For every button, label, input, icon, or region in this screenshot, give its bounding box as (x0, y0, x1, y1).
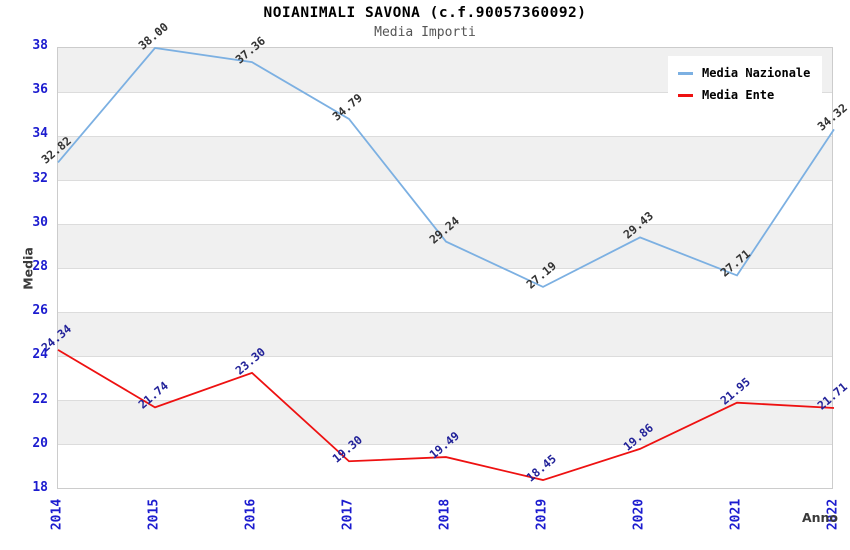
grid-band (58, 444, 832, 488)
grid-band (58, 136, 832, 180)
grid-band (58, 180, 832, 224)
x-tick-label: 2020 (631, 498, 647, 531)
grid-band (58, 268, 832, 312)
grid-band (58, 224, 832, 268)
y-tick-label: 28 (32, 259, 48, 274)
legend: Media Nazionale Media Ente (668, 56, 823, 112)
chart-subtitle: Media Importi (374, 25, 476, 40)
grid-band (58, 92, 832, 136)
y-tick-label: 30 (32, 214, 48, 230)
grid-bands (58, 48, 832, 488)
series-line (57, 349, 835, 481)
y-tick-label: 32 (32, 170, 48, 186)
y-tick-label: 34 (32, 126, 48, 142)
legend-item-label: Media Ente (702, 88, 775, 102)
chart-title: NOIANIMALI SAVONA (c.f.90057360092) (263, 5, 587, 21)
x-tick-label: 2018 (437, 498, 453, 531)
x-tick-label: 2019 (534, 498, 550, 531)
y-tick-label: 22 (32, 391, 48, 407)
series-line (57, 47, 835, 288)
y-tick-label: 20 (32, 435, 48, 451)
x-tick-label: 2014 (49, 498, 65, 531)
y-tick-label: 18 (32, 480, 48, 495)
x-tick-label: 2017 (340, 498, 356, 531)
legend-line-swatch (678, 71, 693, 75)
grid-band (58, 312, 832, 356)
legend-item-label: Media Nazionale (702, 66, 811, 80)
y-tick-label: 36 (32, 82, 48, 98)
x-axis-label: Anno (801, 510, 838, 525)
legend-item: Media Nazionale (678, 62, 810, 84)
y-axis-label: Media (20, 247, 36, 290)
grid-band (58, 356, 832, 400)
line-series-svg (57, 47, 835, 481)
y-tick-label: 26 (32, 303, 48, 319)
legend-item: Media Ente (678, 84, 810, 106)
grid-band (58, 400, 832, 444)
plot-area: 32.82 38.00 37.36 34.79 29.24 27.19 29.43 27.71… (39, 20, 850, 489)
x-tick-label: 2016 (243, 498, 259, 531)
legend-line-swatch (678, 93, 693, 97)
x-tick-label: 2021 (728, 498, 744, 531)
y-tick-label: 38 (32, 38, 48, 53)
x-tick-label: 2015 (146, 498, 162, 531)
y-tick-label: 24 (32, 347, 48, 363)
